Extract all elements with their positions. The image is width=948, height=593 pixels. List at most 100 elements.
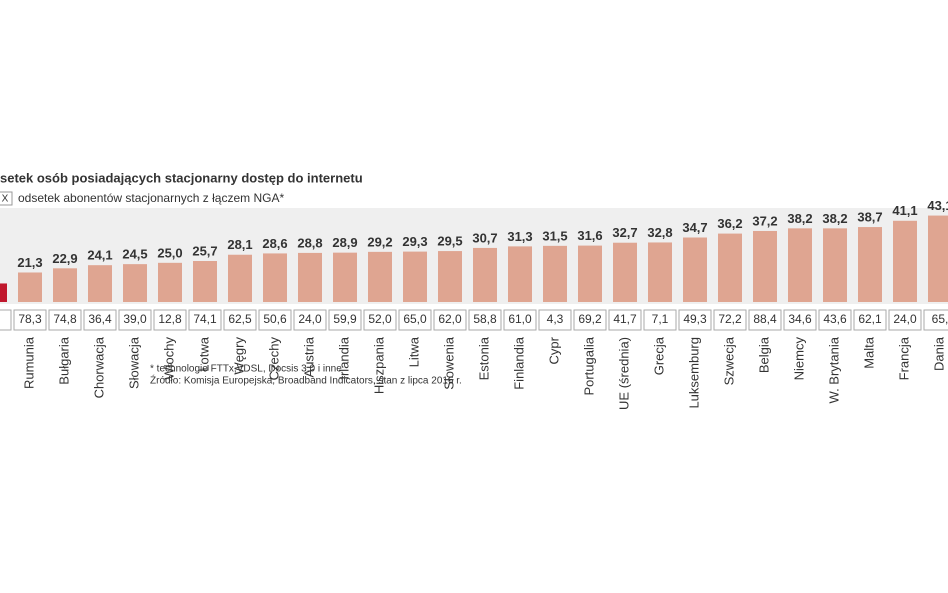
x-tick-label: Malta xyxy=(861,336,876,369)
nga-label: 24,0 xyxy=(893,312,917,326)
value-label: 29,2 xyxy=(367,234,392,249)
x-tick-label: Chorwacja xyxy=(91,336,106,398)
nga-box xyxy=(13,309,47,331)
bar xyxy=(893,220,917,302)
value-label: 28,6 xyxy=(262,236,287,251)
value-label: 31,6 xyxy=(577,228,602,243)
nga-label: 62,5 xyxy=(228,312,252,326)
value-label: 31,5 xyxy=(542,228,567,243)
nga-box xyxy=(503,309,537,331)
nga-box xyxy=(888,309,922,331)
bar xyxy=(53,268,77,302)
nga-label: 41,7 xyxy=(613,312,637,326)
nga-label: 39,0 xyxy=(123,312,147,326)
nga-label: 7,1 xyxy=(652,312,669,326)
nga-label: 65, xyxy=(932,312,948,326)
bar xyxy=(578,245,602,302)
x-tick-label: Litwa xyxy=(406,336,421,367)
bar xyxy=(788,228,812,302)
nga-label: 12,8 xyxy=(158,312,182,326)
value-label: 32,8 xyxy=(647,225,672,240)
nga-box xyxy=(538,309,572,331)
x-tick-label: Niemcy xyxy=(791,337,806,381)
nga-label: 78,3 xyxy=(18,312,42,326)
nga-label: 34,6 xyxy=(788,312,812,326)
x-tick-label: Irlandia xyxy=(336,336,351,379)
nga-box xyxy=(643,309,677,331)
x-tick-label: Luksemburg xyxy=(686,337,701,409)
bar xyxy=(718,233,742,302)
x-tick-label: Finlandia xyxy=(511,336,526,390)
x-tick-label: Czechy xyxy=(266,337,281,381)
chart-title: setek osób posiadających stacjonarny dos… xyxy=(0,170,363,185)
nga-box xyxy=(293,309,327,331)
value-label: 41,1 xyxy=(892,203,917,218)
x-tick-label: Belgia xyxy=(756,336,771,373)
bar xyxy=(648,242,672,302)
nga-box xyxy=(818,309,852,331)
bar xyxy=(298,252,322,302)
bar xyxy=(473,247,497,302)
bar xyxy=(263,253,287,302)
x-tick-label: Słowacja xyxy=(126,336,141,389)
nga-box xyxy=(118,309,152,331)
bar xyxy=(193,261,217,302)
bar xyxy=(158,262,182,302)
nga-box xyxy=(468,309,502,331)
value-label: 21,3 xyxy=(17,255,42,270)
nga-box xyxy=(48,309,82,331)
bar xyxy=(0,283,7,302)
x-tick-label: Cypr xyxy=(546,336,561,364)
value-label: 30,7 xyxy=(472,230,497,245)
bar xyxy=(823,228,847,302)
nga-box xyxy=(608,309,642,331)
bar xyxy=(753,230,777,302)
nga-label: 24,0 xyxy=(298,312,322,326)
bar xyxy=(88,265,112,302)
nga-label: 50,6 xyxy=(263,312,287,326)
nga-box xyxy=(713,309,747,331)
x-tick-label: Grecja xyxy=(651,336,666,375)
value-label: 38,2 xyxy=(822,211,847,226)
bar xyxy=(368,251,392,302)
bar xyxy=(403,251,427,302)
nga-box xyxy=(83,309,117,331)
value-label: 38,2 xyxy=(787,211,812,226)
nga-box xyxy=(433,309,467,331)
value-label: 31,3 xyxy=(507,229,532,244)
x-tick-label: W. Brytania xyxy=(826,336,841,403)
nga-label: 43,6 xyxy=(823,312,847,326)
nga-box xyxy=(853,309,887,331)
bar xyxy=(613,242,637,302)
nga-label: 4,3 xyxy=(547,312,564,326)
nga-label: 59,9 xyxy=(333,312,357,326)
value-label: 37,2 xyxy=(752,213,777,228)
nga-label: 62,0 xyxy=(438,312,462,326)
bar xyxy=(858,227,882,302)
nga-box xyxy=(328,309,362,331)
value-label: 28,8 xyxy=(297,235,322,250)
value-label: 38,7 xyxy=(857,209,882,224)
bar xyxy=(438,251,462,302)
nga-box xyxy=(748,309,782,331)
nga-box xyxy=(783,309,817,331)
x-tick-label: Bułgaria xyxy=(56,336,71,384)
nga-box xyxy=(573,309,607,331)
bar xyxy=(18,272,42,302)
value-label: 32,7 xyxy=(612,225,637,240)
bar xyxy=(683,237,707,302)
value-label: 36,2 xyxy=(717,216,742,231)
bar xyxy=(928,215,948,302)
x-tick-label: Słowenia xyxy=(441,336,456,390)
nga-label: 36,4 xyxy=(88,312,112,326)
nga-label: 69,2 xyxy=(578,312,602,326)
value-label: 34,7 xyxy=(682,220,707,235)
bar xyxy=(123,264,147,302)
legend-marker: X xyxy=(2,194,9,205)
nga-label: 65,0 xyxy=(403,312,427,326)
x-tick-label: Szwecja xyxy=(721,336,736,385)
nga-label: 58,8 xyxy=(473,312,497,326)
nga-box xyxy=(188,309,222,331)
nga-box xyxy=(363,309,397,331)
